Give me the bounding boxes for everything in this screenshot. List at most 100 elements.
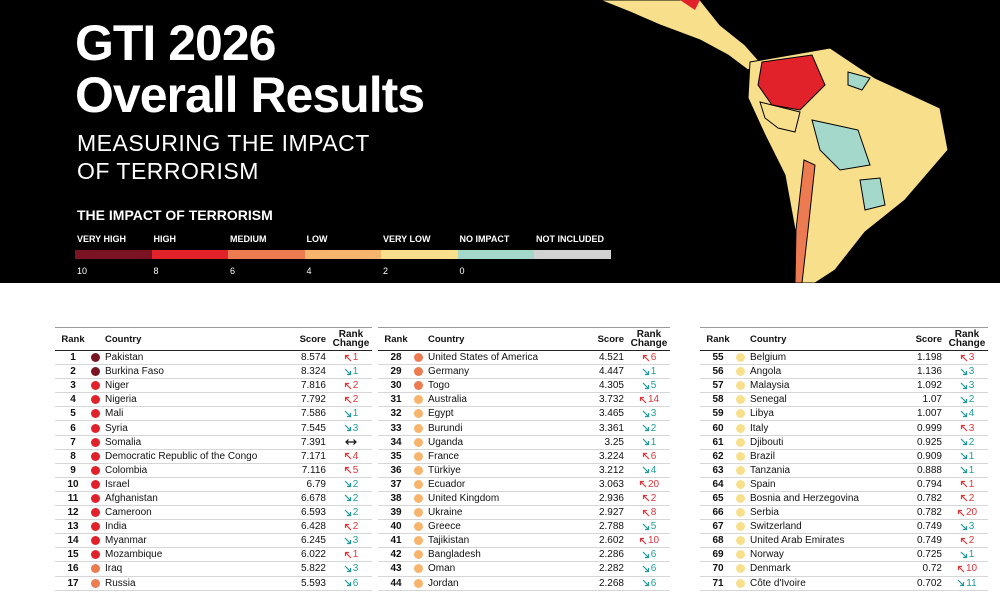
table-row: 11 Afghanistan 6.678 2 bbox=[55, 492, 372, 507]
legend-label: LOW bbox=[306, 234, 328, 244]
rank-change: 2 bbox=[330, 493, 372, 504]
country: Oman bbox=[428, 563, 456, 575]
score: 6.593 bbox=[300, 507, 326, 519]
country: Myanmar bbox=[105, 535, 147, 547]
change-value: 3 bbox=[968, 422, 975, 434]
impact-dot bbox=[736, 465, 745, 475]
rank: 71 bbox=[712, 577, 724, 589]
impact-dot bbox=[414, 451, 423, 461]
impact-dot bbox=[91, 395, 100, 405]
country: Brazil bbox=[750, 450, 776, 462]
impact-dot bbox=[736, 423, 745, 433]
rank-change: 3 bbox=[946, 380, 988, 391]
impact-dot bbox=[91, 522, 100, 532]
country: Jordan bbox=[428, 577, 459, 589]
table-row: 42 Bangladesh 2.286 6 bbox=[378, 548, 670, 563]
rank-change: 4 bbox=[330, 451, 372, 462]
table-row: 58 Senegal 1.07 2 bbox=[700, 393, 988, 408]
trend-arrow bbox=[642, 579, 649, 587]
score: 2.268 bbox=[598, 577, 624, 589]
country: Russia bbox=[105, 577, 136, 589]
title: Overall Results bbox=[75, 67, 425, 123]
country: United States of America bbox=[428, 352, 539, 364]
country: Greece bbox=[428, 521, 461, 533]
impact-dot bbox=[736, 493, 745, 503]
table-row: 36 Türkiye 3.212 4 bbox=[378, 464, 670, 478]
rank: 34 bbox=[390, 436, 402, 448]
rank-change: 10 bbox=[628, 535, 670, 546]
rank-change: 2 bbox=[330, 394, 372, 405]
table-row: 6 Syria 7.545 3 bbox=[55, 421, 372, 436]
impact-dot bbox=[736, 381, 745, 391]
score: 8.324 bbox=[300, 366, 326, 378]
impact-dot bbox=[414, 479, 423, 489]
change-value: 11 bbox=[966, 577, 977, 589]
impact-dot bbox=[414, 550, 423, 560]
impact-dot bbox=[91, 536, 100, 546]
country: Germany bbox=[428, 366, 470, 378]
trend-arrow bbox=[344, 523, 352, 531]
rank: 2 bbox=[70, 366, 76, 378]
country: Ukraine bbox=[428, 507, 463, 519]
col-header: Rank Change bbox=[332, 329, 370, 349]
table-row: 70 Denmark 0.72 10 bbox=[700, 562, 988, 577]
score: 6.428 bbox=[300, 521, 326, 533]
country: France bbox=[428, 450, 460, 462]
impact-dot bbox=[736, 508, 745, 518]
impact-dot bbox=[414, 423, 423, 433]
rank: 65 bbox=[712, 492, 724, 504]
score: 2.936 bbox=[598, 492, 624, 504]
rank: 35 bbox=[390, 450, 402, 462]
table-row: 61 Djibouti 0.925 2 bbox=[700, 436, 988, 450]
change-value: 1 bbox=[352, 366, 359, 378]
legend-title: THE IMPACT OF TERRORISM bbox=[77, 207, 273, 223]
trend-arrow bbox=[960, 354, 968, 361]
col-header: Score bbox=[299, 333, 326, 345]
table-row: 7 Somalia 7.391 bbox=[55, 436, 372, 450]
change-value: 6 bbox=[650, 450, 657, 462]
rank: 31 bbox=[390, 394, 402, 406]
trend-arrow bbox=[642, 509, 650, 517]
change-value: 1 bbox=[968, 478, 975, 490]
rank: 30 bbox=[390, 380, 402, 392]
score: 7.792 bbox=[300, 394, 326, 406]
impact-dot bbox=[91, 479, 100, 489]
legend-tick: 6 bbox=[230, 266, 236, 276]
change-value: 14 bbox=[647, 394, 660, 406]
col-header: Country bbox=[105, 333, 142, 345]
table-row: 71 Côte d'Ivoire 0.702 11 bbox=[700, 577, 988, 591]
header-row: Rank Country Score Rank Change bbox=[55, 327, 372, 351]
table-row: 55 Belgium 1.198 3 bbox=[700, 351, 988, 366]
rank: 69 bbox=[712, 549, 724, 561]
rank: 10 bbox=[67, 478, 79, 490]
score: 4.447 bbox=[598, 366, 624, 378]
trend-arrow bbox=[344, 579, 351, 587]
country: Democratic Republic of the Congo bbox=[105, 450, 258, 462]
score: 0.999 bbox=[916, 422, 942, 434]
map-region bbox=[859, 177, 886, 211]
rank-change: 3 bbox=[946, 423, 988, 434]
change-value: 2 bbox=[352, 394, 359, 406]
trend-arrow bbox=[642, 523, 649, 530]
impact-dot bbox=[736, 451, 745, 461]
rank: 59 bbox=[712, 408, 724, 420]
score: 1.198 bbox=[916, 352, 942, 364]
score: 1.07 bbox=[922, 394, 942, 406]
rank-change: 1 bbox=[330, 408, 372, 419]
rank-change: 6 bbox=[628, 549, 670, 560]
score: 0.909 bbox=[916, 450, 942, 462]
legend-tick: 4 bbox=[306, 266, 312, 276]
change-value: 2 bbox=[352, 521, 359, 533]
country: Tanzania bbox=[750, 464, 791, 476]
score: 0.725 bbox=[916, 549, 942, 561]
impact-dot bbox=[736, 522, 745, 532]
score: 4.521 bbox=[598, 352, 624, 364]
change-value: 6 bbox=[650, 563, 657, 575]
rank-change: 6 bbox=[628, 578, 670, 589]
score: 0.749 bbox=[916, 535, 942, 547]
country: Djibouti bbox=[750, 436, 784, 448]
country: United Arab Emirates bbox=[750, 535, 845, 547]
change-value: 3 bbox=[352, 535, 359, 547]
score: 4.305 bbox=[598, 380, 624, 392]
country: Uganda bbox=[428, 436, 464, 448]
